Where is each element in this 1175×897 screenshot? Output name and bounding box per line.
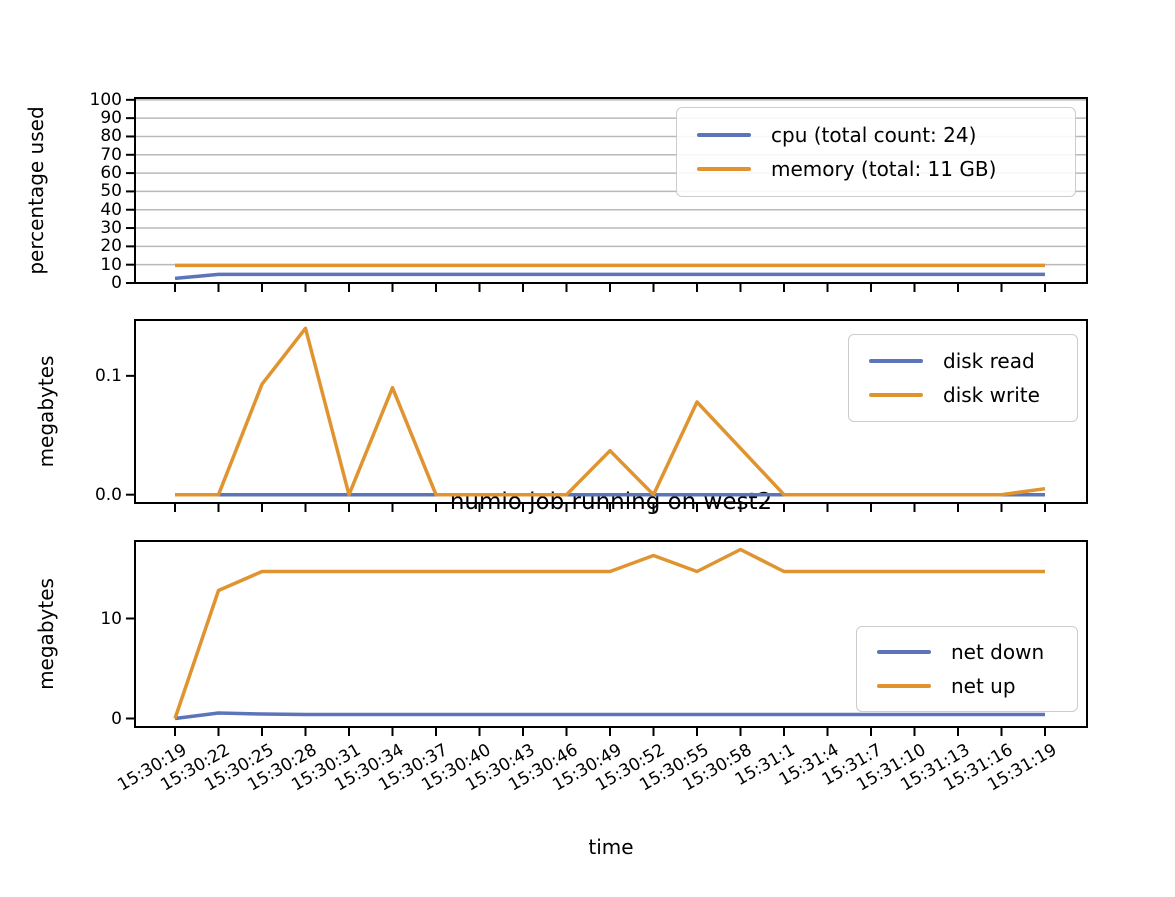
legend: cpu (total count: 24) memory (total: 11 G… [676, 107, 1076, 197]
y-tick-label: 0 [111, 273, 122, 293]
legend-entry-label: disk write [943, 383, 1040, 407]
y-axis-label-disk-megabytes: megabytes [34, 355, 58, 468]
y-tick-label: 50 [100, 181, 122, 202]
legend-entry-memory: memory (total: 11 GB) [697, 157, 1065, 181]
line-net-down [174, 711, 1045, 721]
y-tick-label: 0.0 [94, 484, 122, 505]
y-tick-label: 0.1 [94, 365, 122, 386]
legend-line-icon [697, 132, 751, 137]
legend-entry-label: memory (total: 11 GB) [771, 157, 997, 182]
legend-line-icon [869, 359, 923, 363]
y-tick-label: 10 [100, 608, 122, 629]
y-tick-label: 100 [89, 89, 122, 110]
y-tick-label: 10 [100, 254, 122, 275]
legend-entry-net-down: net down [877, 640, 1067, 664]
axes-disk [126, 319, 1088, 512]
legend-line-icon [877, 650, 931, 655]
legend-entry-disk-read: disk read [869, 349, 1067, 373]
y-tick-label: 90 [100, 108, 122, 129]
y-tick-label: 80 [100, 126, 122, 147]
line-net-up [173, 547, 1045, 720]
legend-entry-label: disk read [943, 349, 1035, 373]
x-axis-label: time [588, 835, 634, 859]
line-disk-write [175, 326, 1046, 497]
y-tick-label: 60 [100, 163, 122, 184]
y-tick-label: 40 [100, 199, 122, 220]
legend: net down net up [856, 626, 1078, 712]
legend: disk read disk write [848, 334, 1078, 422]
y-tick-label: 30 [100, 218, 122, 239]
y-axis-label-percentage-used: percentage used [24, 106, 48, 275]
legend-entry-disk-write: disk write [869, 383, 1067, 407]
axes-net [126, 540, 1088, 736]
line-cpu [174, 272, 1045, 281]
legend-line-icon [877, 683, 931, 688]
y-tick-label: 70 [100, 144, 122, 165]
legend-entry-label: net up [951, 673, 1016, 698]
legend-entry-label: net down [951, 640, 1045, 665]
y-axis-label-net-megabytes: megabytes [34, 578, 58, 690]
y-tick-label: 20 [100, 236, 122, 257]
legend-line-icon [869, 393, 923, 397]
legend-line-icon [697, 167, 751, 172]
y-tick-label: 0 [111, 708, 122, 729]
legend-entry-cpu: cpu (total count: 24) [697, 123, 1065, 147]
legend-entry-net-up: net up [877, 674, 1067, 698]
legend-entry-label: cpu (total count: 24) [771, 122, 977, 147]
